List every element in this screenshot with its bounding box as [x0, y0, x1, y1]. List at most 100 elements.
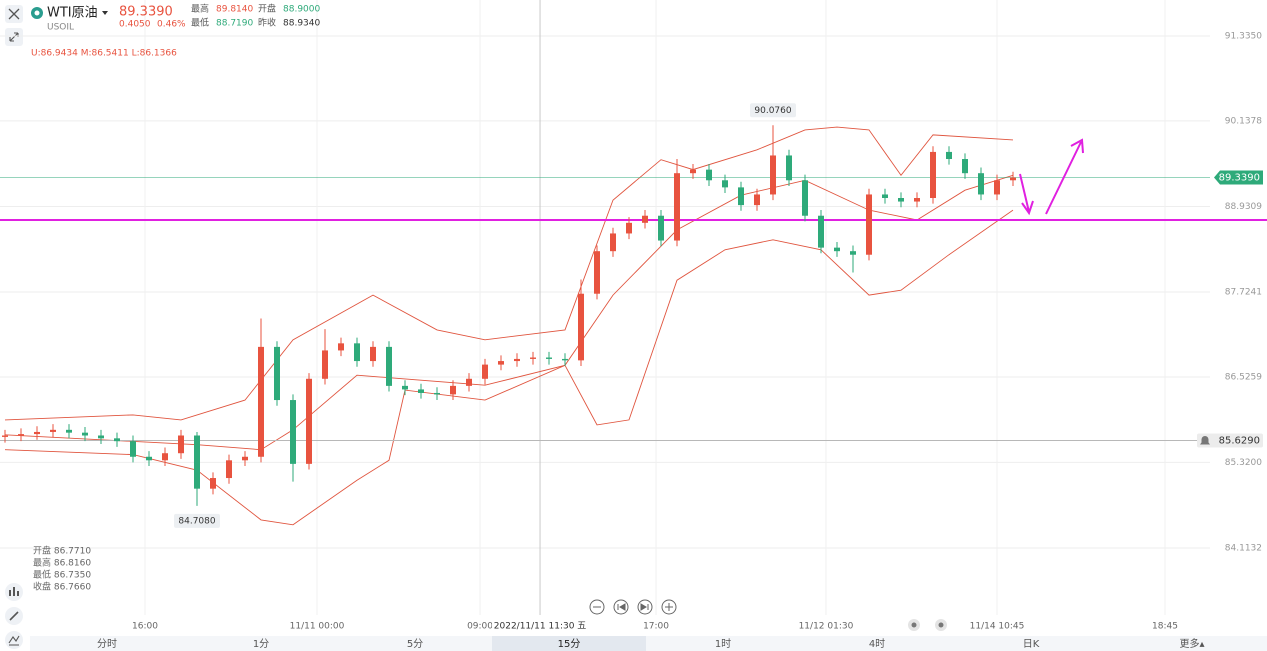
crosshair-label: 2022/11/11 11:30 五	[494, 622, 587, 632]
ohlc-entry: 收盘 86.7660	[33, 581, 91, 593]
candle-body	[578, 293, 584, 361]
symbol-dropdown[interactable]	[102, 11, 108, 15]
candle-body	[18, 434, 24, 436]
collapse-icon	[9, 32, 19, 42]
x-tick-label: 18:45	[1152, 622, 1178, 632]
candle-body	[754, 194, 760, 206]
candle-body	[642, 215, 648, 223]
symbol-icon-dot	[34, 10, 40, 16]
candle-body	[2, 435, 8, 437]
tab[interactable]: 1分	[253, 638, 269, 650]
scroll-dot-core	[911, 622, 917, 628]
x-tick-label: 11/12 01:30	[799, 622, 854, 632]
x-tick-label: 09:00	[467, 622, 493, 632]
candle-body	[850, 251, 856, 255]
indicator-icon	[9, 587, 19, 596]
candle-body	[514, 358, 520, 362]
candle-body	[306, 378, 312, 464]
tab[interactable]: 日K	[1023, 639, 1040, 650]
candle-body	[610, 233, 616, 252]
candle-body	[722, 180, 728, 188]
y-tick-label: 88.9309	[1225, 202, 1262, 212]
candle-body	[914, 198, 920, 202]
candle-body	[130, 441, 136, 457]
candle-body	[530, 357, 536, 359]
symbol-code: USOIL	[47, 23, 74, 33]
ohlc-entry: 开盘 86.7710	[33, 545, 91, 557]
tab[interactable]: 15分	[558, 638, 581, 650]
header: WTI原油 USOIL 89.3390 0.4050 0.46% U:86.94…	[31, 5, 186, 59]
bell-icon	[1200, 436, 1210, 445]
stat-value: 88.7190	[216, 19, 253, 29]
candle-body	[178, 435, 184, 454]
candle-body	[994, 180, 1000, 195]
candle-body	[738, 187, 744, 206]
candle-body	[482, 364, 488, 379]
candle-body	[290, 400, 296, 464]
bollinger-band	[4, 174, 1014, 451]
candle-body	[82, 432, 88, 436]
stat-value: 89.8140	[216, 5, 253, 15]
price-change: 0.4050	[119, 20, 151, 30]
stat-label: 开盘	[258, 3, 276, 15]
tab[interactable]: 1时	[715, 638, 731, 650]
step-back-icon	[617, 603, 626, 611]
candle-body	[498, 361, 504, 365]
candle-body	[242, 456, 248, 461]
candle-body	[386, 346, 392, 386]
candle-body	[706, 169, 712, 181]
candle-body	[866, 194, 872, 255]
candle-body	[594, 251, 600, 294]
stats: 最高 89.8140 开盘 88.9000 最低 88.7190 昨收 88.9340	[191, 3, 320, 29]
extreme-label-box	[750, 103, 796, 118]
candle-body	[898, 198, 904, 202]
up-arrow	[1045, 138, 1084, 215]
candle-body	[274, 346, 280, 401]
candle-body	[818, 215, 824, 248]
candle-body	[1010, 177, 1016, 181]
extreme-label: 90.0760	[754, 106, 791, 116]
tab[interactable]: 5分	[407, 638, 423, 650]
y-tick-label: 90.1378	[1225, 116, 1262, 126]
candle-body	[946, 151, 952, 160]
tab-active	[492, 636, 646, 651]
drawn-arrows	[1019, 138, 1084, 216]
stat-label: 最高	[191, 3, 209, 15]
candle-body	[450, 385, 456, 395]
x-tick-label: 11/14 10:45	[970, 622, 1025, 632]
candle-body	[194, 435, 200, 489]
candle-body	[690, 169, 696, 174]
tab[interactable]: 更多▴	[1179, 637, 1204, 650]
candle-body	[162, 453, 168, 461]
line-tool-button[interactable]	[5, 631, 23, 649]
boll-values: U:86.9434 M:86.5411 L:86.1366	[31, 49, 177, 59]
candle-body	[434, 392, 440, 395]
y-tick-label: 87.7241	[1225, 288, 1262, 298]
candle-body	[882, 194, 888, 199]
plot-area: 91.3350 90.1378 88.9309 87.7241 86.5259 85.32…	[0, 0, 1267, 633]
last-price-label: 89.3390	[1219, 173, 1260, 184]
symbol[interactable]: WTI原油	[47, 6, 98, 21]
y-tick-label: 91.3350	[1225, 32, 1262, 42]
candle-body	[210, 478, 216, 489]
candle-body	[338, 343, 344, 351]
candle-body	[962, 159, 968, 174]
candle-body	[50, 429, 56, 432]
candle-body	[546, 357, 552, 359]
stat-label: 昨收	[258, 17, 276, 29]
candle-body	[786, 155, 792, 181]
tab[interactable]: 4时	[869, 638, 885, 650]
alert-label: 85.6290	[1219, 436, 1260, 447]
candle-body	[834, 247, 840, 252]
candle-body	[626, 222, 632, 234]
stat-value: 88.9340	[283, 19, 320, 29]
candle-body	[146, 456, 152, 461]
draw-icon	[9, 611, 19, 621]
tab[interactable]: 分时	[97, 638, 117, 650]
close-icon	[8, 8, 20, 20]
candle-body	[226, 460, 232, 479]
candle-body	[770, 155, 776, 195]
candle-body	[562, 358, 568, 361]
